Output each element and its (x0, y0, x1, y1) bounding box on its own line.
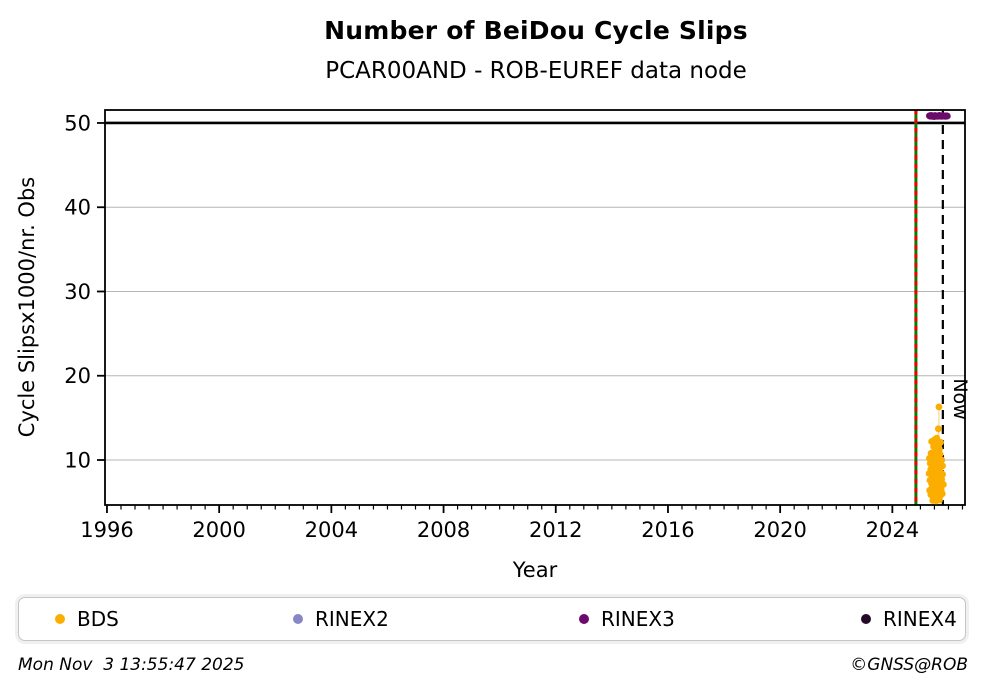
x-tick-label: 2020 (753, 518, 806, 542)
legend-label: RINEX4 (883, 607, 957, 631)
bds-point (940, 481, 947, 488)
rinex4-marker-icon (861, 614, 871, 624)
y-tick-label: 10 (64, 449, 91, 473)
x-tick-label: 1996 (80, 518, 133, 542)
bds-point (939, 462, 946, 470)
chart-subtitle: PCAR00AND - ROB-EUREF data node (325, 58, 747, 84)
legend-item-rinex2: RINEX2 (293, 598, 389, 640)
bds-point (938, 456, 946, 464)
y-axis-label: Cycle Slipsx1000/nr. Obs (15, 177, 39, 437)
bds-point (939, 470, 946, 478)
legend-item-rinex3: RINEX3 (579, 598, 675, 640)
legend-item-rinex4: RINEX4 (861, 598, 957, 640)
timestamp-text: Mon Nov 3 13:55:47 2025 (18, 655, 245, 675)
legend: BDS RINEX2 RINEX3 RINEX4 (18, 597, 966, 641)
legend-label: RINEX3 (601, 607, 675, 631)
bds-point (934, 425, 942, 433)
x-tick-label: 2016 (641, 518, 694, 542)
bds-point (937, 438, 944, 446)
bds-point (936, 445, 943, 453)
credit-text: ©GNSS@ROB (850, 655, 968, 675)
rinex3-point (943, 112, 951, 120)
legend-label: RINEX2 (315, 607, 389, 631)
x-tick-label: 2000 (192, 518, 245, 542)
bds-point (936, 450, 944, 458)
legend-item-bds: BDS (55, 598, 119, 640)
x-tick-label: 2004 (305, 518, 358, 542)
axes-frame (104, 109, 966, 506)
now-label: Now (949, 378, 971, 419)
x-tick-label: 2024 (866, 518, 919, 542)
x-tick-label: 2012 (529, 518, 582, 542)
y-tick-label: 40 (64, 196, 91, 220)
rinex2-marker-icon (293, 614, 303, 624)
rinex3-marker-icon (579, 614, 589, 624)
bds-marker-icon (55, 614, 65, 624)
bds-point (935, 403, 943, 411)
chart-title: Number of BeiDou Cycle Slips (324, 16, 748, 45)
y-tick-label: 50 (64, 111, 91, 135)
x-axis-label: Year (512, 558, 558, 582)
y-tick-label: 20 (64, 364, 91, 388)
bds-point (938, 490, 946, 498)
legend-label: BDS (77, 607, 119, 631)
y-tick-label: 30 (64, 280, 91, 304)
plot-area: Now 1996 2000 2004 2008 2012 2016 2020 2024 10 20 3… (15, 109, 971, 582)
x-tick-label: 2008 (417, 518, 470, 542)
